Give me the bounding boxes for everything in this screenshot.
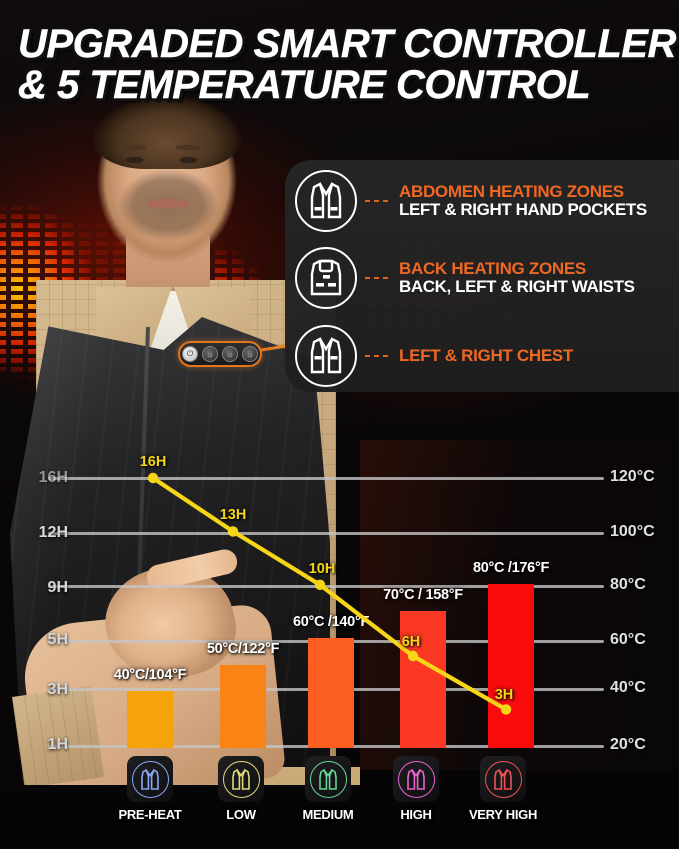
legend-label: MEDIUM — [302, 807, 354, 822]
right-axis-tick: 80°C — [610, 576, 646, 593]
right-axis-tick: 20°C — [610, 736, 646, 753]
temperature-bar — [127, 691, 173, 748]
left-axis-tick: 16H — [38, 469, 68, 486]
temperature-bar — [220, 664, 266, 748]
legend-item-low[interactable]: LOW — [198, 756, 284, 822]
temperature-bar — [488, 584, 534, 748]
smart-controller-panel[interactable]: ⏻ ☼ ☼ ☼ — [178, 341, 262, 367]
right-axis-tick: 40°C — [610, 679, 646, 696]
vest-chest-icon — [295, 325, 357, 387]
vest-level-icon — [397, 760, 435, 798]
beard — [110, 167, 226, 251]
legend-item-high[interactable]: HIGH — [373, 756, 459, 822]
legend-item-pre-heat[interactable]: PRE-HEAT — [107, 756, 193, 822]
eyebrow-left — [122, 145, 146, 150]
vest-front-icon — [295, 170, 357, 232]
bar-value-label: 60°C /140°F — [292, 613, 370, 630]
right-axis-tick: 100°C — [610, 523, 655, 540]
callout-back: BACK HEATING ZONES BACK, LEFT & RIGHT WA… — [295, 242, 635, 314]
vest-back-icon — [295, 247, 357, 309]
bar-value-label: 80°C /176°F — [472, 560, 550, 577]
gridline — [48, 532, 604, 535]
vest-level-icon — [222, 760, 260, 798]
legend-label: LOW — [226, 807, 256, 822]
temperature-runtime-chart: 1H 3H 5H 9H 12H 16H 20°C 40°C 60°C 80°C 100°C 120°… — [0, 440, 679, 849]
level-icon-1[interactable]: ☼ — [202, 346, 218, 362]
right-axis-tick: 120°C — [610, 468, 655, 485]
dashed-connector — [365, 277, 391, 279]
heat-level-legend: PRE-HEAT LOW MEDIUM HIGH VERY HIGH — [0, 752, 679, 849]
model-hair — [92, 95, 242, 169]
vest-level-icon — [131, 760, 169, 798]
bar-value-label: 50°C/122°F — [206, 640, 280, 657]
runtime-point-label: 16H — [139, 454, 167, 470]
heating-zones-panel: ABDOMEN HEATING ZONES LEFT & RIGHT HAND … — [285, 160, 679, 392]
level-icon-3[interactable]: ☼ — [242, 346, 258, 362]
power-icon[interactable]: ⏻ — [182, 346, 198, 362]
mouth — [146, 199, 190, 208]
legend-tile[interactable] — [218, 756, 264, 802]
level-icon-2[interactable]: ☼ — [222, 346, 238, 362]
legend-label: HIGH — [400, 807, 432, 822]
legend-tile[interactable] — [393, 756, 439, 802]
legend-tile[interactable] — [305, 756, 351, 802]
runtime-point-label: 10H — [308, 560, 336, 577]
legend-tile[interactable] — [480, 756, 526, 802]
runtime-point-label: 13H — [219, 507, 247, 524]
legend-label: VERY HIGH — [468, 807, 538, 822]
runtime-point-label: 3H — [494, 687, 514, 704]
legend-item-very-high[interactable]: VERY HIGH — [460, 756, 546, 822]
temperature-bar — [400, 611, 446, 748]
left-axis-tick: 5H — [47, 631, 68, 648]
dashed-connector — [365, 355, 391, 357]
callout-chest: LEFT & RIGHT CHEST — [295, 320, 573, 392]
callout-abdomen: ABDOMEN HEATING ZONES LEFT & RIGHT HAND … — [295, 165, 647, 237]
legend-item-medium[interactable]: MEDIUM — [285, 756, 371, 822]
left-axis-tick: 9H — [47, 579, 68, 596]
runtime-point-label: 6H — [401, 634, 421, 650]
dashed-connector — [365, 200, 391, 202]
left-axis-tick: 3H — [47, 681, 68, 698]
callout-subtitle: BACK, LEFT & RIGHT WAISTS — [399, 277, 635, 296]
bar-value-label: 40°C/104°F — [113, 667, 187, 684]
callout-title: ABDOMEN HEATING ZONES — [399, 181, 624, 201]
callout-subtitle: LEFT & RIGHT HAND POCKETS — [399, 200, 647, 219]
eye-left — [126, 157, 143, 163]
callout-title: BACK HEATING ZONES — [399, 258, 586, 278]
right-axis-tick: 60°C — [610, 631, 646, 648]
legend-tile[interactable] — [127, 756, 173, 802]
gridline — [48, 477, 604, 480]
eyebrow-right — [176, 145, 200, 150]
left-axis-tick: 12H — [38, 524, 68, 541]
eye-right — [180, 157, 197, 163]
left-axis-tick: 1H — [47, 736, 68, 753]
legend-label: PRE-HEAT — [118, 807, 182, 822]
vest-level-icon — [484, 760, 522, 798]
callout-title: LEFT & RIGHT CHEST — [399, 345, 574, 365]
temperature-bar — [308, 637, 354, 748]
vest-level-icon — [309, 760, 347, 798]
bar-value-label: 70°C / 158°F — [383, 587, 463, 603]
